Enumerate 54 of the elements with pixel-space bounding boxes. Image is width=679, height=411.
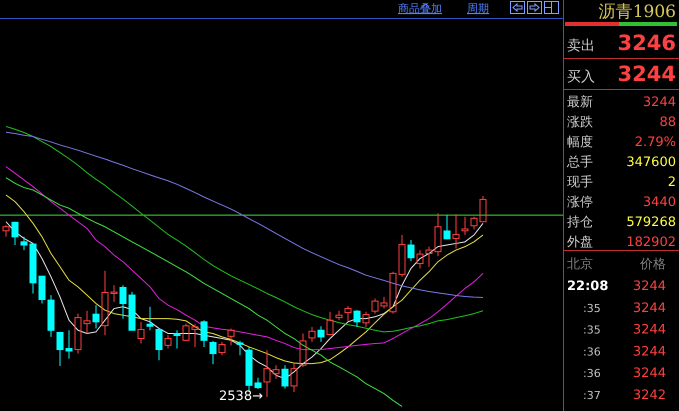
text: 商品叠加 <box>398 2 442 15</box>
candlestick <box>110 284 118 302</box>
text: 2 <box>668 175 676 190</box>
candlestick <box>290 362 298 392</box>
text: 幅度 <box>567 134 593 150</box>
candlestick <box>146 306 154 331</box>
text: 3244 <box>632 344 666 360</box>
text: :36 <box>583 367 601 380</box>
text: 3244 <box>632 279 666 294</box>
text: 外盘 <box>567 235 593 250</box>
text: 3246 <box>618 31 676 55</box>
text: :37 <box>583 389 601 402</box>
candlestick <box>2 224 10 238</box>
text: 3244 <box>632 366 666 382</box>
text: 北京 <box>567 257 593 272</box>
text: 现手 <box>567 175 593 190</box>
candlestick <box>66 330 72 360</box>
candlestick <box>318 326 324 342</box>
candlestick <box>138 321 144 344</box>
text: 88 <box>659 115 676 130</box>
candlestick <box>452 214 460 249</box>
candlestick <box>264 350 270 398</box>
text: 价格 <box>639 257 666 272</box>
text: :36 <box>583 345 601 358</box>
text: 周期 <box>467 2 489 15</box>
text: :35 <box>583 324 601 337</box>
text: 总手 <box>566 155 593 170</box>
text: 182902 <box>626 235 676 250</box>
text: 涨停 <box>567 195 593 210</box>
text: 2.79% <box>634 135 676 150</box>
text: 3440 <box>642 195 676 210</box>
text: 卖出 <box>567 38 595 54</box>
text: 3244 <box>632 322 666 338</box>
text: 579268 <box>626 215 676 230</box>
text: :35 <box>583 302 601 315</box>
candlestick <box>20 236 28 251</box>
text: 沥青1906 <box>598 2 676 22</box>
annotation: 2538→ <box>219 389 264 404</box>
candlestick <box>300 332 306 368</box>
text: 22:08 <box>567 279 608 294</box>
candlestick <box>102 270 108 336</box>
candlestick <box>470 216 478 230</box>
text: 持仓 <box>567 215 593 230</box>
text: 347600 <box>626 155 676 170</box>
text: 最新 <box>567 95 593 110</box>
candlestick <box>192 324 198 348</box>
text: 3244 <box>618 62 676 86</box>
candlestick <box>12 222 18 246</box>
text: 3242 <box>632 388 666 403</box>
text: 3244 <box>642 95 676 110</box>
candlestick <box>84 310 90 334</box>
text: 涨跌 <box>567 115 593 130</box>
text: 买入 <box>567 69 595 85</box>
text: 3244 <box>632 300 666 316</box>
